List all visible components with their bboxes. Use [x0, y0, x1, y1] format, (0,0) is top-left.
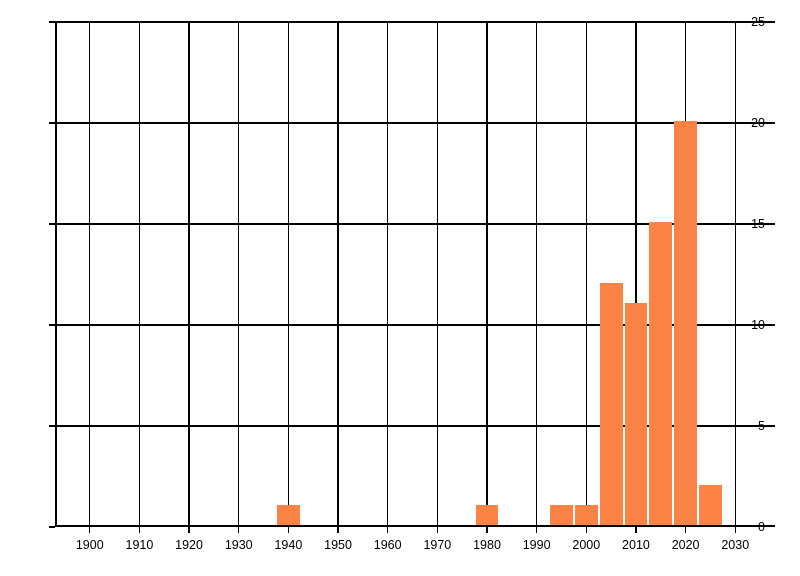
bar [276, 505, 300, 526]
x-axis-tick [585, 527, 587, 533]
bars-layer [55, 22, 775, 527]
x-axis-tick-label: 1980 [473, 538, 501, 552]
gridline-horizontal [55, 425, 775, 427]
bar [674, 121, 698, 526]
y-axis-tick-label: 5 [758, 418, 765, 433]
x-axis-tick-label: 1960 [373, 538, 402, 552]
gridline-vertical [486, 22, 488, 527]
gridline-horizontal [55, 21, 775, 23]
y-axis-line [55, 22, 57, 527]
x-axis-tick [238, 527, 240, 533]
x-axis-tick [635, 527, 637, 533]
x-axis-tick-label: 1990 [522, 538, 551, 552]
y-axis-tick [49, 324, 55, 326]
x-axis-tick [138, 527, 141, 533]
x-axis-tick [734, 527, 736, 533]
x-axis-tick-label: 1900 [75, 538, 104, 552]
x-axis-tick-label: 2010 [622, 538, 650, 552]
y-axis-tick [49, 526, 55, 528]
x-axis-tick [386, 527, 389, 533]
x-axis-tick [337, 527, 339, 533]
gridline-vertical [585, 22, 587, 527]
x-axis-tick-label: 1940 [274, 538, 303, 552]
bar [599, 283, 623, 526]
gridline-horizontal [55, 324, 775, 326]
gridline-vertical [535, 22, 538, 527]
x-axis-line [55, 525, 775, 527]
x-axis-tick [535, 527, 538, 533]
y-axis-tick-label: 20 [751, 115, 765, 130]
x-axis-tick [89, 527, 91, 533]
plot-area: 0 5 10 15 20 25 1900 1910 1920 1930 1940 1950 1960 1… [49, 16, 775, 551]
bar [574, 505, 598, 526]
x-axis-tick-label: 1970 [423, 538, 452, 552]
y-axis-tick-label: 0 [758, 519, 765, 534]
y-axis-labels: 0 5 10 15 20 25 [49, 16, 775, 533]
gridline-horizontal [55, 223, 775, 225]
x-axis-tick [436, 527, 439, 533]
gridline-vertical [287, 22, 290, 527]
y-axis-tick-label: 25 [751, 14, 765, 29]
x-axis-tick-label: 1920 [175, 538, 203, 552]
y-axis-tick-label: 10 [751, 317, 765, 332]
y-axis-tick [49, 223, 55, 225]
x-axis-tick [684, 527, 687, 533]
gridline-horizontal [55, 122, 775, 124]
bar [699, 485, 722, 526]
x-axis-tick-label: 2000 [572, 538, 601, 552]
x-axis-tick [486, 527, 488, 533]
gridline-vertical [734, 22, 736, 527]
x-axis-tick-label: 2030 [721, 538, 750, 552]
gridline-vertical [337, 22, 339, 527]
y-axis-tick [49, 425, 55, 427]
x-axis-tick-label: 1910 [125, 538, 154, 552]
bar [550, 505, 573, 526]
x-axis-tick-label: 2020 [671, 538, 700, 552]
bar [475, 505, 499, 526]
gridline-vertical [188, 22, 190, 527]
x-axis-tick [287, 527, 290, 533]
gridline-vertical [89, 22, 91, 527]
gridline-vertical [386, 22, 389, 527]
x-axis-labels: 1900 1910 1920 1930 1940 1950 1960 1970 1980 1990… [55, 22, 775, 551]
y-axis-tick [49, 21, 55, 23]
bar [649, 222, 673, 526]
gridline-vertical [436, 22, 439, 527]
x-axis-tick-label: 1930 [224, 538, 253, 552]
gridline-vertical [138, 22, 141, 527]
y-axis-tick [49, 122, 55, 124]
x-axis-tick-label: 1950 [324, 538, 352, 552]
y-axis-tick-label: 15 [751, 216, 765, 231]
gridline-vertical [238, 22, 240, 527]
bar [624, 303, 648, 526]
x-axis-tick [188, 527, 190, 533]
gridline-vertical [635, 22, 637, 527]
